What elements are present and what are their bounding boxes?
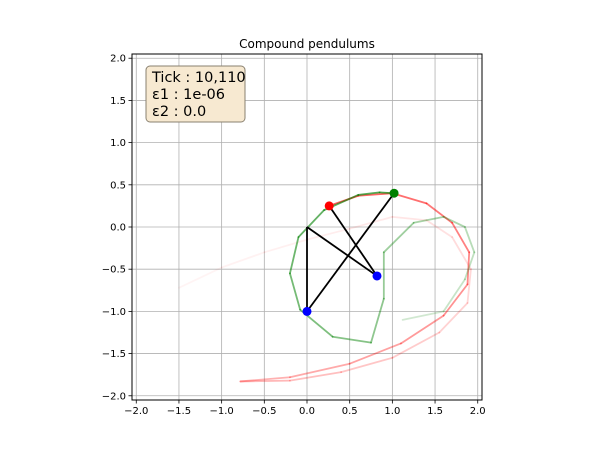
y-tick-label: −2.0 bbox=[102, 391, 126, 402]
info-tick: Tick : 10,110 bbox=[151, 70, 246, 86]
pendulum-bob-inner bbox=[373, 271, 382, 280]
info-box: Tick : 10,110 ε1 : 1e-06 ε2 : 0.0 bbox=[146, 66, 246, 122]
x-tick-label: −2.0 bbox=[124, 406, 148, 417]
x-tick-label: −0.5 bbox=[252, 406, 276, 417]
x-tick-label: 1.5 bbox=[427, 406, 443, 417]
x-tick-label: 0.5 bbox=[342, 406, 358, 417]
x-tick-label: −1.0 bbox=[209, 406, 233, 417]
chart-title: Compound pendulums bbox=[239, 37, 375, 51]
y-tick-label: 0.0 bbox=[110, 223, 126, 234]
y-tick-label: 2.0 bbox=[110, 54, 126, 65]
y-tick-label: 1.0 bbox=[110, 138, 126, 149]
y-tick-label: −1.0 bbox=[102, 307, 126, 318]
pendulum-bob-inner bbox=[303, 307, 312, 316]
pendulum-bob-outer bbox=[390, 189, 399, 198]
y-tick-label: 0.5 bbox=[110, 180, 126, 191]
x-tick-label: 2.0 bbox=[470, 406, 486, 417]
x-tick-label: −1.5 bbox=[167, 406, 191, 417]
x-tick-label: 0.0 bbox=[299, 406, 315, 417]
info-epsilon-1: ε1 : 1e-06 bbox=[152, 87, 225, 103]
y-tick-label: −0.5 bbox=[102, 265, 126, 276]
y-tick-label: −1.5 bbox=[102, 349, 126, 360]
x-tick-label: 1.0 bbox=[384, 406, 400, 417]
info-epsilon-2: ε2 : 0.0 bbox=[152, 104, 206, 120]
pendulum-bob-outer bbox=[325, 201, 334, 210]
y-tick-label: 1.5 bbox=[110, 96, 126, 107]
